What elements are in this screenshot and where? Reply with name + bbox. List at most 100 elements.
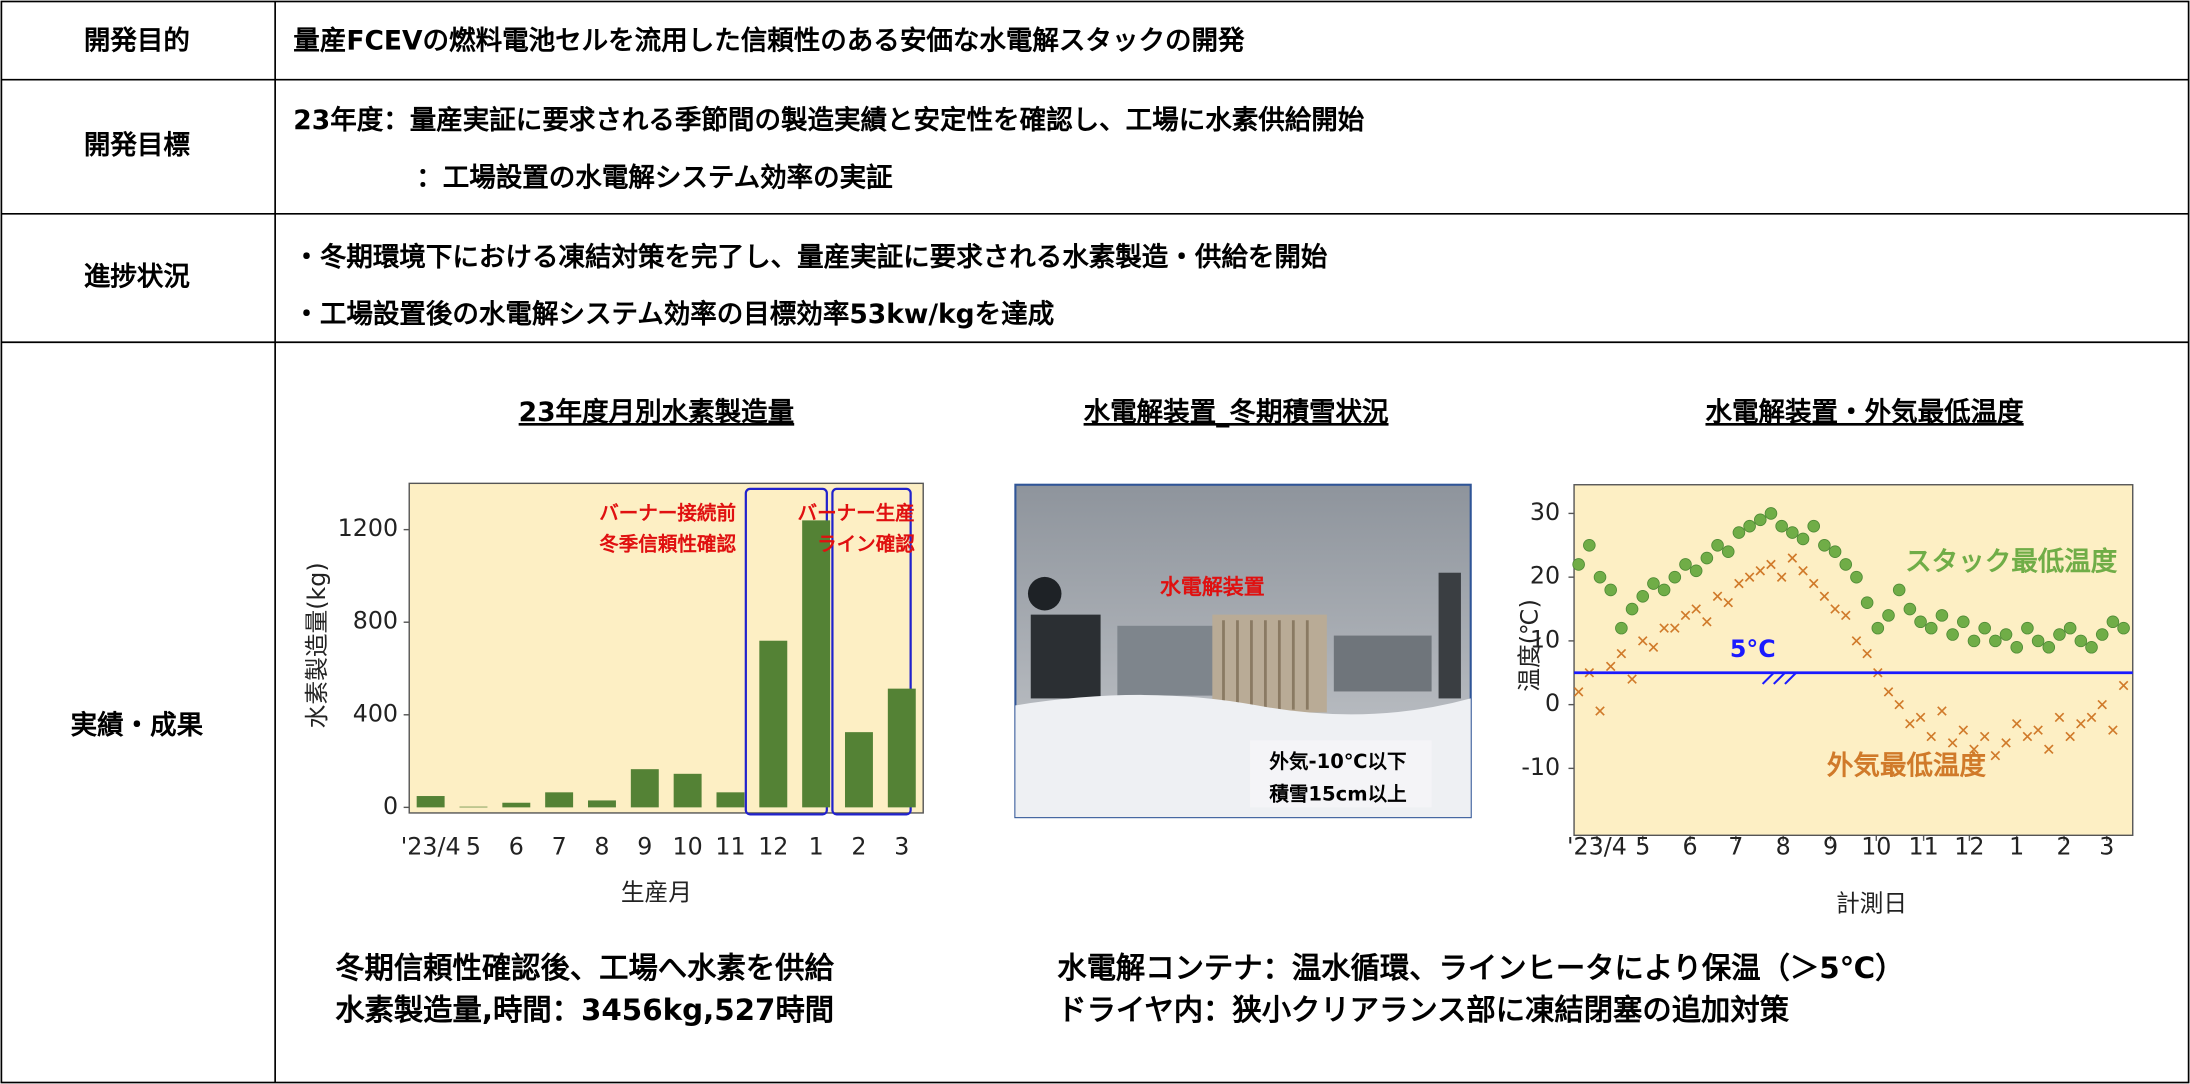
point: [1999, 628, 2013, 641]
x-tick-label: 9: [1823, 832, 1838, 860]
point: [1840, 610, 1851, 621]
point: [1637, 636, 1648, 646]
point: [1712, 591, 1723, 602]
point: [1989, 634, 2002, 648]
point: [2053, 628, 2066, 641]
point: [1648, 642, 1659, 653]
point: [2011, 718, 2022, 729]
x-tick-label: 9: [637, 832, 652, 860]
point: [1957, 615, 1970, 629]
y-tick-label: 800: [353, 607, 398, 635]
point: [1862, 648, 1872, 659]
photo-label: 積雪15cm以上: [1269, 782, 1406, 805]
bar: [545, 792, 574, 808]
bar: [630, 769, 659, 808]
point: [1627, 674, 1637, 684]
point: [1572, 558, 1585, 571]
x-tick-label: 2: [851, 832, 866, 860]
point: [1636, 589, 1650, 603]
y-axis-label: 水素製造量(kg): [303, 562, 331, 728]
row-text: 23年度：量産実証に要求される季節間の製造実績と安定性を確認し、工場に水素供給開…: [293, 105, 1364, 136]
x-tick-label: '23/4: [401, 832, 461, 860]
point: [1700, 551, 1714, 565]
point: [1595, 706, 1605, 716]
point: [1680, 610, 1691, 621]
series-label: スタック最低温度: [1905, 546, 2118, 577]
point: [1914, 615, 1927, 629]
point: [1871, 621, 1885, 635]
point: [1819, 591, 1830, 602]
point: [1937, 706, 1947, 716]
y-tick-label: 10: [1530, 625, 1560, 653]
point: [1882, 609, 1895, 622]
annotation: ライン確認: [817, 532, 915, 555]
point: [2054, 712, 2065, 723]
x-tick-label: 7: [552, 832, 567, 860]
bar: [502, 802, 531, 808]
point: [1935, 609, 1949, 622]
point: [2097, 699, 2107, 710]
point: [1615, 621, 1628, 635]
point: [1625, 602, 1639, 616]
point: [1723, 597, 1734, 608]
x-tick-label: 2: [2056, 832, 2071, 860]
point: [1830, 604, 1840, 614]
bar: [716, 792, 745, 808]
point: [2086, 712, 2097, 723]
threshold-label: 5°C: [1730, 635, 1776, 663]
point: [1798, 566, 1808, 576]
highlight-box: [831, 487, 912, 816]
x-axis-label: 計測日: [1836, 890, 1907, 918]
point: [2108, 725, 2118, 735]
point: [1924, 621, 1938, 635]
x-tick-label: 8: [594, 832, 609, 860]
point: [1766, 559, 1776, 570]
summary-text: 水素製造量,時間：3456kg,527時間: [335, 993, 834, 1027]
x-tick-label: 7: [1728, 832, 1743, 860]
point: [2085, 640, 2098, 654]
point: [2031, 634, 2045, 648]
point: [2010, 640, 2024, 654]
point: [1786, 526, 1799, 539]
point: [2095, 628, 2109, 641]
point: [1721, 545, 1735, 558]
row-text: ：工場設置の水電解システム効率の実証: [416, 162, 893, 193]
point: [1905, 718, 1915, 729]
bar: [887, 688, 916, 808]
point: [1958, 725, 1969, 735]
x-tick-label: 5: [1635, 832, 1650, 860]
x-tick-label: 10: [673, 832, 703, 860]
point: [2001, 738, 2011, 748]
point: [2074, 634, 2088, 648]
point: [2118, 680, 2129, 691]
annotation: 冬季信頼性確認: [599, 532, 736, 555]
point: [1593, 570, 1607, 584]
x-tick-label: '23/4: [1567, 832, 1627, 860]
point: [1947, 738, 1958, 748]
point: [1978, 621, 1991, 635]
bar: [844, 732, 873, 808]
y-tick-label: 30: [1530, 498, 1560, 526]
point: [1744, 572, 1755, 582]
x-tick-label: 11: [715, 832, 745, 860]
point: [1605, 661, 1616, 672]
plot-area: [408, 482, 924, 814]
point: [1657, 583, 1671, 597]
point: [1583, 539, 1596, 552]
point: [1743, 519, 1756, 533]
x-tick-label: 11: [1909, 832, 1939, 860]
point: [1732, 526, 1746, 539]
point: [1903, 602, 1917, 616]
row-label: 実績・成果: [71, 710, 204, 741]
point: [2117, 621, 2130, 635]
point: [1604, 583, 1617, 597]
series-label: 外気最低温度: [1827, 750, 1987, 781]
row-text: ・工場設置後の水電解システム効率の目標効率53kw/kgを達成: [293, 299, 1054, 330]
x-tick-label: 3: [2099, 832, 2114, 860]
chart-title: 水電解装置・外気最低温度: [1705, 397, 2024, 428]
point: [2106, 615, 2120, 629]
point: [1796, 532, 1810, 546]
point: [1946, 628, 1959, 641]
point: [1850, 570, 1863, 584]
point: [1808, 578, 1819, 589]
